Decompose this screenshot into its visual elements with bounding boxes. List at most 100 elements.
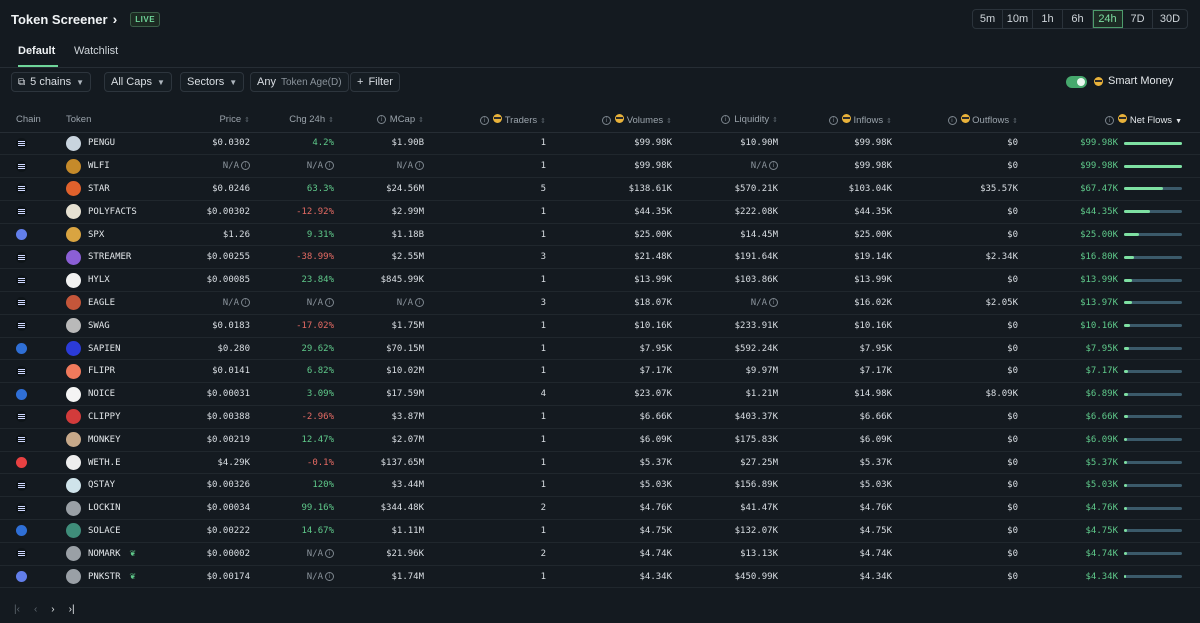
caps-filter-button[interactable]: All Caps ▼	[104, 72, 172, 92]
timeframe-24h[interactable]: 24h	[1093, 10, 1123, 28]
netflows-cell: $16.80K	[1026, 245, 1200, 270]
table-row[interactable]: QSTAY $0.00326 120% $3.44M 1 $5.03K $156.89K $5…	[0, 473, 1200, 498]
table-row[interactable]: SAPIEN $0.280 29.62% $70.15M 1 $7.95K $592.24K…	[0, 337, 1200, 361]
inflows-cell: $44.35K	[786, 200, 900, 224]
table-row[interactable]: SPX $1.26 9.31% $1.18B 1 $25.00K $14.45M $25.00…	[0, 223, 1200, 247]
token-cell[interactable]: EAGLE	[58, 291, 188, 315]
last-page-button[interactable]: ›|	[68, 604, 75, 615]
timeframe-6h[interactable]: 6h	[1063, 10, 1093, 28]
traders-cell: 1	[432, 359, 554, 384]
table-row[interactable]: CLIPPY $0.00388 -2.96% $3.87M 1 $6.66K $403.37…	[0, 405, 1200, 429]
chains-filter-button[interactable]: ⧉ 5 chains ▼	[11, 72, 92, 92]
price-cell: $0.00219	[188, 428, 258, 452]
chg-cell: 99.16%	[258, 496, 342, 521]
token-cell[interactable]: SPX	[58, 223, 188, 247]
col-net-flows[interactable]: i Net Flows ▼	[1026, 108, 1200, 133]
token-cell[interactable]: LOCKIN	[58, 496, 188, 521]
table-row[interactable]: POLYFACTS $0.00302 -12.92% $2.99M 1 $44.35K $2…	[0, 200, 1200, 224]
solana-chain-icon	[16, 548, 27, 560]
outflows-cell: $2.05K	[900, 291, 1026, 315]
tab-default[interactable]: Default	[18, 45, 56, 57]
token-cell[interactable]: SOLACE	[58, 519, 188, 543]
chg-cell: N/A i	[258, 565, 342, 589]
tab-watchlist[interactable]: Watchlist	[74, 45, 119, 57]
col-traders[interactable]: i Traders ⇕	[432, 108, 554, 133]
sectors-filter-button[interactable]: Sectors ▼	[180, 72, 245, 92]
token-cell[interactable]: NOICE	[58, 382, 188, 407]
timeframe-1h[interactable]: 1h	[1033, 10, 1063, 28]
table-row[interactable]: EAGLE N/A i N/A i N/A i 3 $18.07K N/A i $16.02K $2.0…	[0, 291, 1200, 315]
token-cell[interactable]: WETH.E	[58, 451, 188, 475]
filter-bar: ⧉ 5 chains ▼ All Caps ▼ Sectors ▼ Any To…	[0, 72, 1200, 96]
table-row[interactable]: PNKSTR ❦ $0.00174 N/A i $1.74M 1 $4.34K $450.99K…	[0, 565, 1200, 589]
chain-cell	[0, 154, 58, 179]
token-cell[interactable]: MONKEY	[58, 428, 188, 452]
token-logo-icon	[66, 318, 81, 334]
timeframe-10m[interactable]: 10m	[1003, 10, 1033, 28]
table-row[interactable]: WETH.E $4.29K -0.1% $137.65M 1 $5.37K $27.25M $…	[0, 451, 1200, 475]
table-row[interactable]: LOCKIN $0.00034 99.16% $344.48K 2 $4.76K $41.4…	[0, 496, 1200, 521]
token-cell[interactable]: STAR	[58, 177, 188, 201]
next-page-button[interactable]: ›	[51, 604, 55, 615]
table-row[interactable]: NOICE $0.00031 3.09% $17.59M 4 $23.07K $1.21M $…	[0, 382, 1200, 407]
token-symbol: EAGLE	[88, 297, 116, 308]
netflows-cell: $10.16K	[1026, 314, 1200, 338]
table-row[interactable]: STREAMER $0.00255 -38.99% $2.55M 3 $21.48K $19…	[0, 245, 1200, 270]
table-row[interactable]: MONKEY $0.00219 12.47% $2.07M 1 $6.09K $175.83…	[0, 428, 1200, 452]
col-price[interactable]: Price ⇕	[188, 108, 258, 133]
info-icon: i	[415, 161, 424, 171]
token-cell[interactable]: POLYFACTS	[58, 200, 188, 224]
col-liquidity[interactable]: i Liquidity ⇕	[680, 108, 786, 133]
token-cell[interactable]: NOMARK ❦	[58, 542, 188, 566]
first-page-button[interactable]: |‹	[14, 604, 20, 615]
volumes-cell: $10.16K	[554, 314, 680, 338]
token-cell[interactable]: PNKSTR ❦	[58, 565, 188, 589]
table-row[interactable]: HYLX $0.00085 23.84% $845.99K 1 $13.99K $103.8…	[0, 268, 1200, 293]
token-cell[interactable]: SAPIEN	[58, 337, 188, 361]
add-filter-button[interactable]: + Filter	[350, 72, 400, 92]
token-cell[interactable]: SWAG	[58, 314, 188, 338]
price-cell: $0.00326	[188, 473, 258, 498]
inflows-cell: $5.03K	[786, 473, 900, 498]
token-cell[interactable]: QSTAY	[58, 473, 188, 498]
timeframe-7d[interactable]: 7D	[1123, 10, 1153, 28]
token-cell[interactable]: FLIPR	[58, 359, 188, 384]
net-flow-bar-fill	[1124, 301, 1133, 305]
chain-cell	[0, 496, 58, 521]
chain-cell	[0, 200, 58, 224]
token-cell[interactable]: STREAMER	[58, 245, 188, 270]
volumes-cell: $7.95K	[554, 337, 680, 361]
inflows-cell: $19.14K	[786, 245, 900, 270]
timeframe-5m[interactable]: 5m	[973, 10, 1003, 28]
col-volumes[interactable]: i Volumes ⇕	[554, 108, 680, 133]
page-title[interactable]: Token Screener › LIVE	[11, 11, 161, 27]
inflows-cell: $6.66K	[786, 405, 900, 429]
table-row[interactable]: FLIPR $0.0141 6.82% $10.02M 1 $7.17K $9.97M $7.…	[0, 359, 1200, 384]
table-row[interactable]: WLFI N/A i N/A i N/A i 1 $99.98K N/A i $99.98K $0 $99…	[0, 154, 1200, 179]
netflows-cell: $6.09K	[1026, 428, 1200, 452]
token-logo-icon	[66, 477, 81, 493]
table-row[interactable]: PENGU $0.0302 4.2% $1.90B 1 $99.98K $10.90M $99…	[0, 132, 1200, 156]
table-row[interactable]: NOMARK ❦ $0.00002 N/A i $21.96K 2 $4.74K $13.13K…	[0, 542, 1200, 566]
token-age-filter[interactable]: Any Token Age(D)	[250, 72, 349, 92]
token-cell[interactable]: HYLX	[58, 268, 188, 293]
netflows-cell: $4.34K	[1026, 565, 1200, 589]
token-cell[interactable]: CLIPPY	[58, 405, 188, 429]
col-chg-24h[interactable]: Chg 24h ⇕	[258, 108, 342, 133]
smart-money-toggle[interactable]	[1066, 76, 1087, 88]
timeframe-30d[interactable]: 30D	[1159, 13, 1181, 25]
token-cell[interactable]: WLFI	[58, 154, 188, 179]
net-flow-bar-fill	[1124, 461, 1127, 465]
col-mcap[interactable]: i MCap ⇕	[342, 108, 432, 133]
solana-chain-icon	[16, 320, 27, 332]
new-token-sprout-icon: ❦	[129, 571, 136, 583]
prev-page-button[interactable]: ‹	[33, 604, 38, 615]
col-inflows[interactable]: i Inflows ⇕	[786, 108, 900, 133]
table-row[interactable]: SOLACE $0.00222 14.67% $1.11M 1 $4.75K $132.07…	[0, 519, 1200, 543]
table-row[interactable]: STAR $0.0246 63.3% $24.56M 5 $138.61K $570.21K…	[0, 177, 1200, 201]
table-row[interactable]: SWAG $0.0183 -17.02% $1.75M 1 $10.16K $233.91K…	[0, 314, 1200, 338]
token-cell[interactable]: PENGU	[58, 132, 188, 156]
smart-money-label: Smart Money	[1094, 75, 1173, 87]
price-cell: $0.00388	[188, 405, 258, 429]
col-outflows[interactable]: i Outflows ⇕	[900, 108, 1026, 133]
